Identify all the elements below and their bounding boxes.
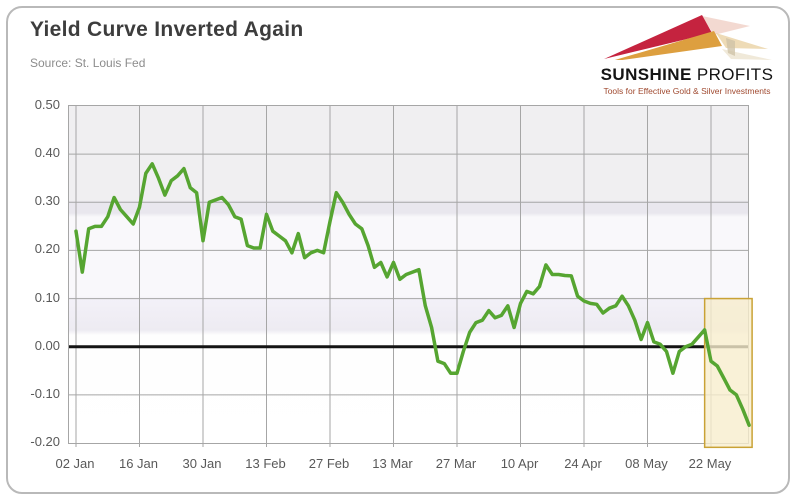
y-tick-label: -0.20 xyxy=(30,434,60,449)
source-label: Source: St. Louis Fed xyxy=(30,56,146,70)
x-tick-label: 13 Feb xyxy=(245,456,286,471)
chart-card: Yield Curve Inverted Again Source: St. L… xyxy=(6,6,790,494)
y-tick-label: 0.30 xyxy=(34,193,60,209)
plot-area xyxy=(68,105,753,449)
y-tick-label: 0.20 xyxy=(34,241,60,257)
x-tick-label: 16 Jan xyxy=(118,456,159,471)
y-tick-label: 0.00 xyxy=(34,337,60,353)
x-tick-label: 02 Jan xyxy=(55,456,95,471)
x-tick-label: 27 Mar xyxy=(435,456,477,471)
x-tick-label: 22 May xyxy=(688,456,732,471)
y-tick-label: 0.50 xyxy=(34,97,60,112)
logo-tagline: Tools for Effective Gold & Silver Invest… xyxy=(603,86,771,96)
sunshine-profits-logo: SUNSHINE PROFITS Tools for Effective Gol… xyxy=(594,10,780,96)
x-tick-label: 30 Jan xyxy=(182,456,222,471)
logo-arrows-icon xyxy=(604,15,772,62)
x-tick-label: 27 Feb xyxy=(308,456,350,471)
y-tick-label: 0.40 xyxy=(34,145,60,161)
y-tick-label: -0.10 xyxy=(30,385,60,401)
logo-wordmark: SUNSHINE PROFITS xyxy=(594,65,780,85)
x-tick-label: 10 Apr xyxy=(500,456,539,471)
y-tick-label: 0.10 xyxy=(34,289,60,305)
x-tick-label: 13 Mar xyxy=(372,456,413,471)
x-tick-label: 08 May xyxy=(625,456,668,471)
chart-canvas xyxy=(69,106,753,449)
x-tick-label: 24 Apr xyxy=(564,456,602,471)
logo-word-sunshine: SUNSHINE xyxy=(600,65,692,84)
logo-word-profits: PROFITS xyxy=(691,65,774,84)
page-title: Yield Curve Inverted Again xyxy=(30,18,304,41)
